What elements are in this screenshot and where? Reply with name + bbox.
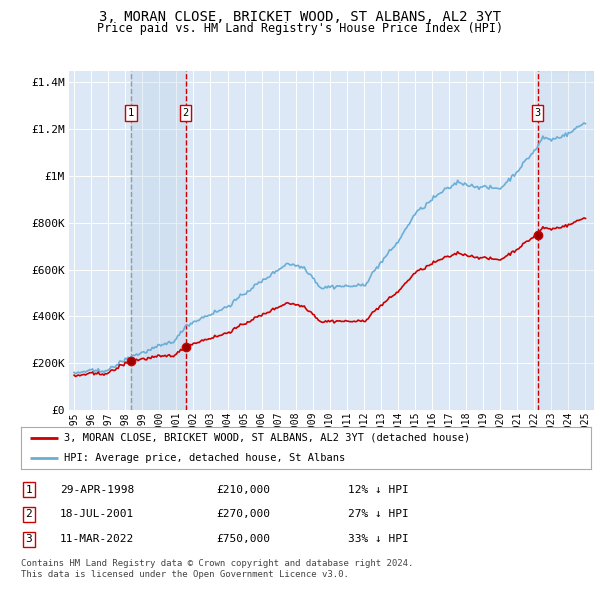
Text: 3, MORAN CLOSE, BRICKET WOOD, ST ALBANS, AL2 3YT (detached house): 3, MORAN CLOSE, BRICKET WOOD, ST ALBANS,…: [64, 432, 470, 442]
Text: 12% ↓ HPI: 12% ↓ HPI: [348, 485, 409, 494]
Text: 1: 1: [25, 485, 32, 494]
Text: £210,000: £210,000: [216, 485, 270, 494]
Text: HPI: Average price, detached house, St Albans: HPI: Average price, detached house, St A…: [64, 453, 345, 463]
Text: Contains HM Land Registry data © Crown copyright and database right 2024.
This d: Contains HM Land Registry data © Crown c…: [21, 559, 413, 579]
Text: 27% ↓ HPI: 27% ↓ HPI: [348, 510, 409, 519]
Text: 3: 3: [535, 108, 541, 118]
Text: £750,000: £750,000: [216, 535, 270, 544]
Text: £270,000: £270,000: [216, 510, 270, 519]
Text: 11-MAR-2022: 11-MAR-2022: [60, 535, 134, 544]
Text: 18-JUL-2001: 18-JUL-2001: [60, 510, 134, 519]
Bar: [538, 71, 594, 410]
Text: 2: 2: [182, 108, 189, 118]
Text: 3, MORAN CLOSE, BRICKET WOOD, ST ALBANS, AL2 3YT: 3, MORAN CLOSE, BRICKET WOOD, ST ALBANS,…: [99, 10, 501, 24]
Text: 2: 2: [25, 510, 32, 519]
Text: Price paid vs. HM Land Registry's House Price Index (HPI): Price paid vs. HM Land Registry's House …: [97, 22, 503, 35]
Text: 1: 1: [128, 108, 134, 118]
Text: 29-APR-1998: 29-APR-1998: [60, 485, 134, 494]
Bar: [131, 71, 185, 410]
Text: 3: 3: [25, 535, 32, 544]
Text: 33% ↓ HPI: 33% ↓ HPI: [348, 535, 409, 544]
